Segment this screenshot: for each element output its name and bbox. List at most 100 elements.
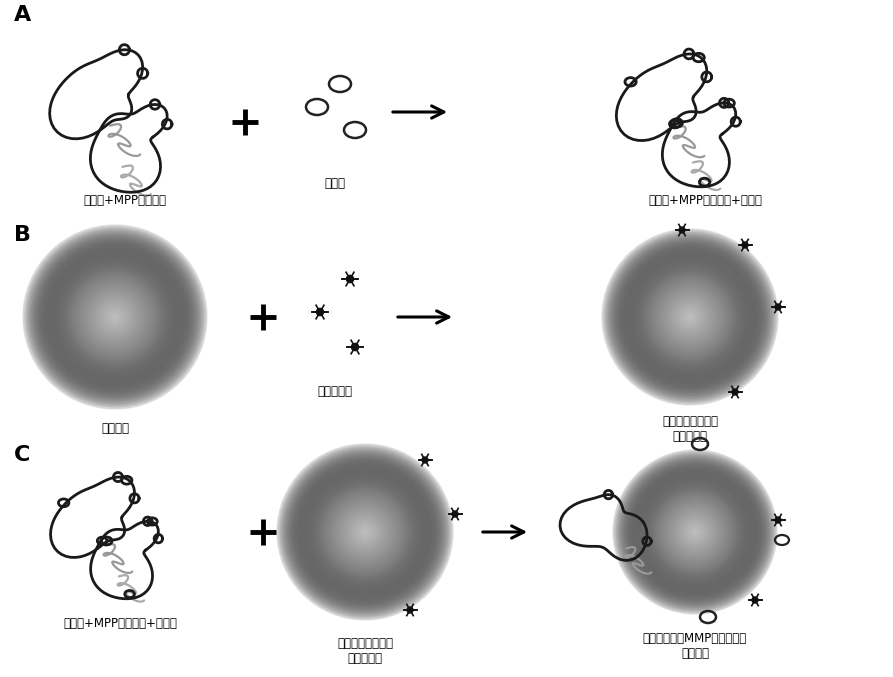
Circle shape — [651, 488, 739, 575]
Circle shape — [356, 523, 374, 541]
Circle shape — [614, 452, 776, 613]
Circle shape — [338, 506, 391, 559]
Circle shape — [288, 456, 441, 608]
Circle shape — [35, 237, 195, 397]
Circle shape — [643, 480, 747, 584]
Circle shape — [622, 458, 769, 606]
Circle shape — [308, 475, 422, 589]
Circle shape — [292, 458, 438, 605]
Circle shape — [674, 301, 706, 333]
Circle shape — [604, 230, 777, 403]
Circle shape — [28, 230, 203, 404]
Circle shape — [645, 481, 746, 583]
Circle shape — [633, 260, 747, 374]
Circle shape — [29, 231, 201, 403]
Circle shape — [659, 496, 730, 567]
Circle shape — [322, 489, 407, 575]
Circle shape — [361, 527, 370, 536]
Circle shape — [687, 524, 703, 540]
Text: A: A — [14, 5, 31, 25]
Circle shape — [646, 483, 744, 581]
Circle shape — [320, 487, 411, 577]
Circle shape — [103, 305, 128, 329]
Circle shape — [346, 276, 354, 282]
Circle shape — [658, 285, 722, 349]
Circle shape — [300, 467, 430, 596]
Circle shape — [668, 504, 722, 559]
Circle shape — [653, 489, 738, 574]
Circle shape — [58, 260, 171, 374]
Circle shape — [605, 232, 775, 402]
Circle shape — [627, 464, 764, 600]
Circle shape — [57, 259, 173, 375]
Circle shape — [650, 278, 730, 357]
Circle shape — [645, 271, 736, 362]
Circle shape — [620, 246, 761, 387]
Circle shape — [60, 262, 171, 372]
Circle shape — [622, 250, 757, 385]
Circle shape — [83, 285, 147, 349]
Circle shape — [46, 248, 184, 386]
Circle shape — [52, 254, 178, 380]
Circle shape — [650, 487, 740, 577]
Circle shape — [609, 236, 771, 397]
Circle shape — [670, 297, 711, 338]
Circle shape — [633, 471, 756, 594]
Circle shape — [631, 259, 748, 376]
Circle shape — [636, 263, 744, 371]
Circle shape — [684, 311, 696, 323]
Circle shape — [680, 307, 700, 327]
Circle shape — [658, 495, 732, 569]
Circle shape — [355, 522, 375, 542]
Circle shape — [304, 471, 427, 594]
Circle shape — [40, 242, 190, 392]
Circle shape — [71, 273, 160, 362]
Circle shape — [662, 289, 718, 345]
Circle shape — [305, 472, 425, 592]
Circle shape — [620, 457, 770, 607]
Circle shape — [628, 465, 762, 599]
Circle shape — [81, 283, 149, 351]
Circle shape — [107, 309, 122, 325]
Circle shape — [640, 477, 749, 587]
Circle shape — [363, 531, 366, 533]
Text: 纳米颗粒表面修饰
链霞亲和素: 纳米颗粒表面修饰 链霞亲和素 — [337, 637, 393, 665]
Text: B: B — [14, 225, 31, 245]
Circle shape — [37, 239, 193, 395]
Circle shape — [79, 282, 150, 352]
Circle shape — [775, 517, 781, 523]
Circle shape — [101, 303, 129, 331]
Text: 链霞亲和素: 链霞亲和素 — [318, 385, 353, 398]
Circle shape — [652, 279, 728, 355]
Circle shape — [68, 269, 163, 364]
Circle shape — [624, 251, 756, 383]
Circle shape — [638, 475, 753, 590]
Circle shape — [286, 453, 444, 611]
Circle shape — [682, 309, 697, 324]
Circle shape — [64, 267, 165, 368]
Circle shape — [321, 488, 409, 576]
Circle shape — [350, 517, 380, 546]
Circle shape — [635, 472, 755, 592]
Circle shape — [315, 482, 415, 582]
Circle shape — [683, 520, 707, 544]
Circle shape — [72, 274, 158, 360]
Circle shape — [677, 304, 703, 330]
Circle shape — [66, 268, 164, 366]
Circle shape — [665, 292, 715, 342]
Circle shape — [407, 607, 413, 613]
Text: 偶联穿膜衔和MMP酵切位点的
纳米颗粒: 偶联穿膜衔和MMP酵切位点的 纳米颗粒 — [643, 632, 747, 660]
Circle shape — [694, 531, 697, 533]
Circle shape — [88, 289, 143, 345]
Circle shape — [41, 244, 188, 391]
Circle shape — [26, 228, 204, 406]
Circle shape — [668, 295, 712, 339]
Circle shape — [687, 314, 693, 320]
Circle shape — [647, 274, 732, 359]
Circle shape — [113, 315, 116, 319]
Circle shape — [352, 343, 359, 351]
Circle shape — [641, 269, 739, 366]
Circle shape — [639, 476, 751, 588]
Text: 纳米颗粒表面修饰
链霞亲和素: 纳米颗粒表面修饰 链霞亲和素 — [662, 415, 718, 443]
Circle shape — [686, 523, 705, 542]
